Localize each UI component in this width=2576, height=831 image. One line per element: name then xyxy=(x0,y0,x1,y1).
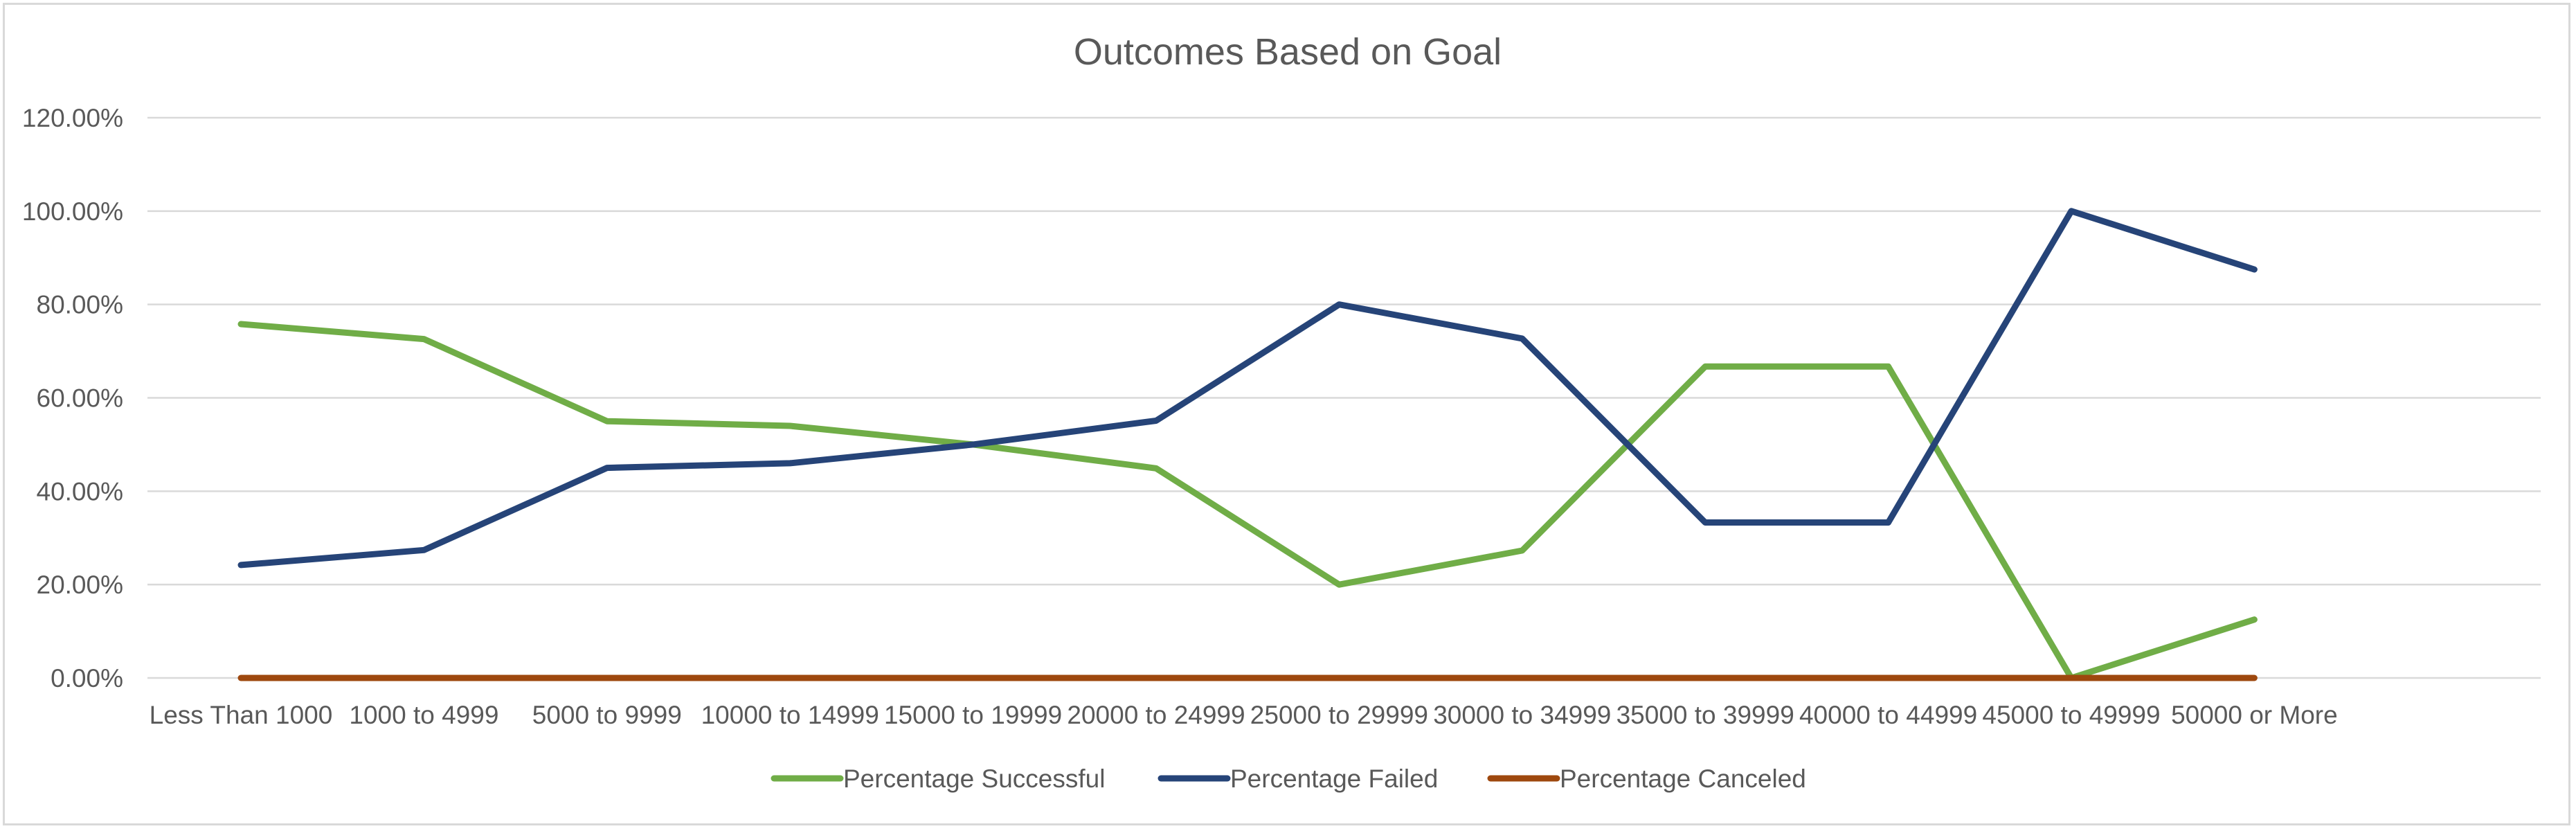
x-tick-label: 20000 to 24999 xyxy=(1067,701,1245,729)
x-tick-label: Less Than 1000 xyxy=(150,701,333,729)
series-line-percentage-failed xyxy=(237,208,2258,569)
x-tick-label: 30000 to 34999 xyxy=(1433,701,1611,729)
y-tick-label: 60.00% xyxy=(37,384,124,413)
y-tick-label: 0.00% xyxy=(51,664,123,692)
x-tick-label: 10000 to 14999 xyxy=(701,701,879,729)
gridlines xyxy=(147,116,2541,679)
x-axis-tick-labels: Less Than 1000 1000 to 4999 5000 to 9999 10… xyxy=(150,701,2338,729)
legend: Percentage Successful Percentage Failed Pe… xyxy=(771,765,1806,793)
x-tick-label: 5000 to 9999 xyxy=(532,701,682,729)
y-tick-label: 100.00% xyxy=(22,197,123,226)
chart-title: Outcomes Based on Goal xyxy=(1074,31,1502,73)
legend-label-percentage-successful: Percentage Successful xyxy=(843,765,1105,793)
x-tick-label: 25000 to 29999 xyxy=(1250,701,1428,729)
legend-label-percentage-failed: Percentage Failed xyxy=(1230,765,1438,793)
x-tick-label: 40000 to 44999 xyxy=(1799,701,1977,729)
chart-area xyxy=(3,3,2570,825)
series-lines xyxy=(237,208,2258,681)
series-line-percentage-successful xyxy=(237,321,2258,681)
x-tick-label: 50000 or More xyxy=(2171,701,2338,729)
x-tick-label: 1000 to 4999 xyxy=(349,701,498,729)
y-tick-label: 20.00% xyxy=(37,571,124,599)
y-tick-label: 120.00% xyxy=(22,104,123,132)
x-tick-label: 45000 to 49999 xyxy=(1982,701,2160,729)
legend-label-percentage-canceled: Percentage Canceled xyxy=(1560,765,1806,793)
y-tick-label: 40.00% xyxy=(37,477,124,506)
x-tick-label: 35000 to 39999 xyxy=(1616,701,1794,729)
y-axis-tick-labels: 0.00% 20.00% 40.00% 60.00% 80.00% 100.00% 120.… xyxy=(22,104,123,692)
x-tick-label: 15000 to 19999 xyxy=(884,701,1062,729)
y-tick-label: 80.00% xyxy=(37,291,124,319)
